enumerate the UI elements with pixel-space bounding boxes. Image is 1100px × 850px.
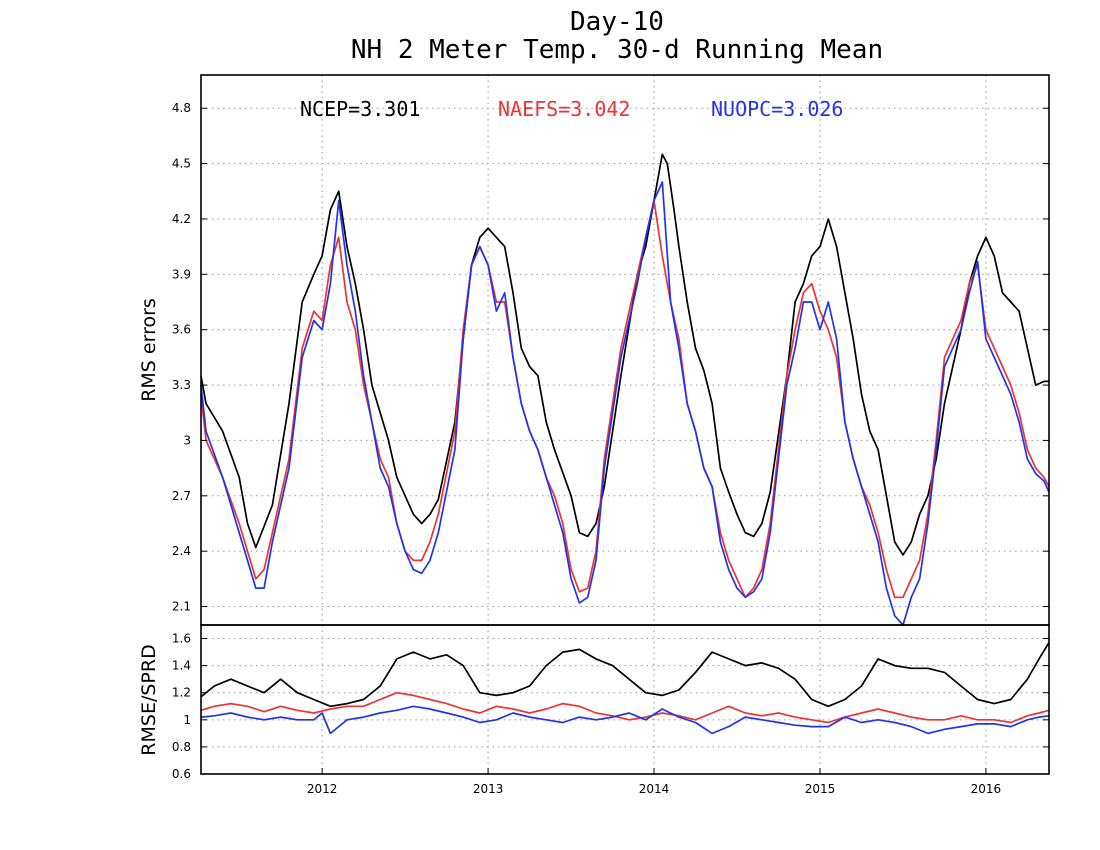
top-y-tick-label: 3.6 <box>172 323 191 337</box>
bottom-y-tick-label: 1.4 <box>172 659 191 673</box>
top-y-tick-label: 2.7 <box>172 489 191 503</box>
top-y-tick-label: 4.8 <box>172 101 191 115</box>
bottom-series-naefs <box>200 691 1050 724</box>
top-y-tick-label: 3 <box>183 433 191 447</box>
x-tick-label: 2016 <box>971 782 1002 796</box>
bottom-y-tick-label: 1 <box>183 713 191 727</box>
top-y-tick-label: 3.3 <box>172 378 191 392</box>
bottom-panel-frame <box>200 624 1050 775</box>
bottom-y-axis-label: RMSE/SPRD <box>138 644 160 755</box>
x-tick-label: 2013 <box>473 782 504 796</box>
top-y-tick-label: 2.4 <box>172 544 191 558</box>
top-y-tick-label: 3.9 <box>172 267 191 281</box>
x-axis-ticks: 2012 2013 2014 2015 2016 <box>307 768 1001 796</box>
x-tick-label: 2015 <box>805 782 836 796</box>
top-y-tick-label: 2.1 <box>172 600 191 614</box>
stat-nuopc: NUOPC=3.026 <box>711 97 843 121</box>
chart-title-line-2: NH 2 Meter Temp. 30-d Running Mean <box>351 35 883 65</box>
top-series-naefs <box>200 199 1050 599</box>
top-panel-series <box>200 153 1050 626</box>
stat-naefs: NAEFS=3.042 <box>498 97 630 121</box>
top-series-ncep <box>200 153 1049 556</box>
bottom-series-nuopc <box>200 705 1050 735</box>
bottom-y-tick-label: 0.6 <box>172 767 191 781</box>
chart-title-line-1: Day-10 <box>570 7 664 37</box>
top-y-axis-label: RMS errors <box>138 298 160 402</box>
stat-ncep: NCEP=3.301 <box>300 97 420 121</box>
top-y-tick-label: 4.5 <box>172 157 191 171</box>
x-tick-label: 2012 <box>307 782 338 796</box>
top-panel-y-ticks: 2.1 2.4 2.7 3 3.3 3.6 3.9 4.2 4.5 4.8 <box>172 101 1049 614</box>
bottom-y-tick-label: 1.6 <box>172 632 191 646</box>
x-tick-label: 2014 <box>639 782 670 796</box>
top-series-nuopc <box>200 181 1050 626</box>
bottom-panel-series <box>200 642 1050 735</box>
bottom-panel-grid <box>201 625 1049 775</box>
bottom-y-tick-label: 1.2 <box>172 686 191 700</box>
bottom-series-ncep <box>200 642 1050 708</box>
bottom-y-tick-label: 0.8 <box>172 740 191 754</box>
top-y-tick-label: 4.2 <box>172 212 191 226</box>
bottom-panel-y-ticks: 0.6 0.8 1 1.2 1.4 1.6 <box>172 632 1049 781</box>
